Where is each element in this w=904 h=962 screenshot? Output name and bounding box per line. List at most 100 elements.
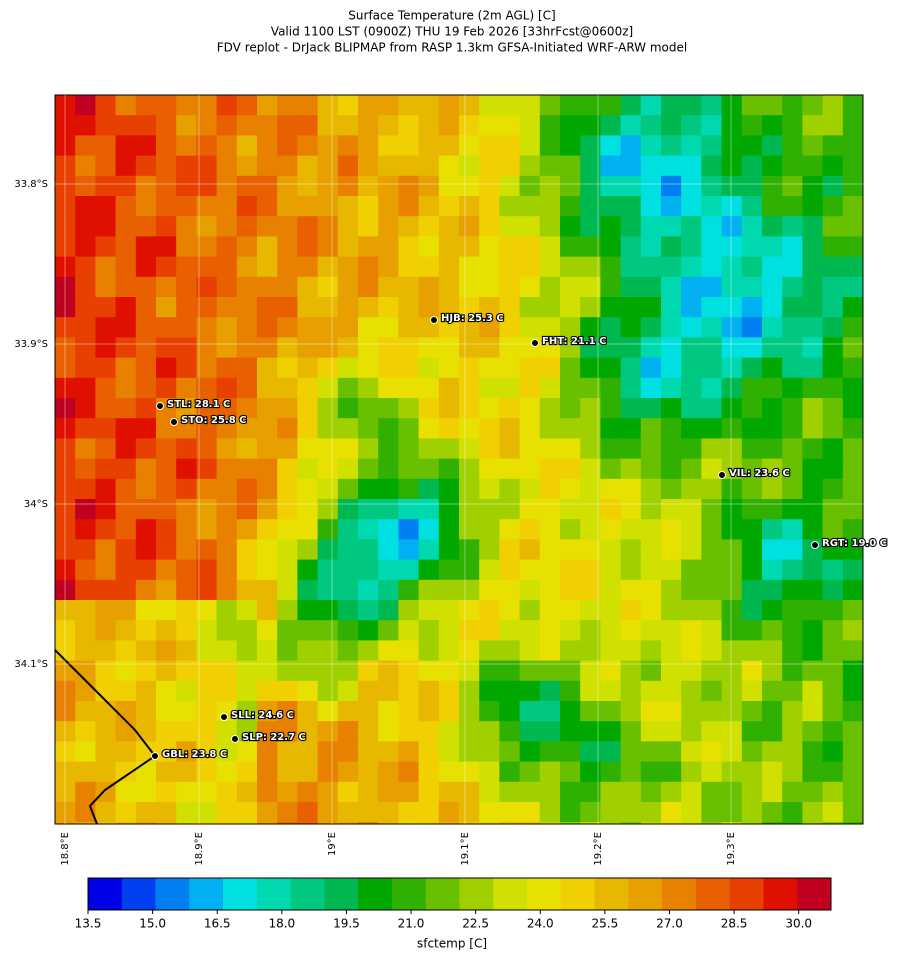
field-cell: [459, 640, 480, 662]
field-cell: [741, 155, 763, 177]
field-cell: [297, 721, 319, 742]
field-cell: [479, 256, 500, 278]
field-cell: [317, 499, 339, 520]
field-cell: [317, 822, 339, 824]
field-cell: [479, 761, 500, 783]
field-cell: [196, 660, 218, 682]
field-cell: [236, 236, 258, 258]
field-cell: [176, 175, 197, 197]
field-cell: [842, 216, 863, 237]
field-cell: [277, 337, 298, 359]
field-cell: [216, 600, 238, 621]
field-cell: [620, 519, 642, 540]
field-cell: [337, 559, 359, 581]
station-marker: [811, 541, 819, 549]
field-cell: [459, 701, 480, 722]
field-cell: [277, 539, 298, 561]
field-cell: [822, 135, 844, 157]
field-cell: [135, 398, 157, 419]
station-label: STL: 28.1 C: [167, 399, 230, 410]
field-cell: [661, 539, 682, 561]
field-cell: [196, 499, 218, 520]
field-cell: [519, 701, 541, 722]
field-cell: [216, 317, 238, 338]
field-cell: [418, 135, 440, 157]
field-cell: [257, 499, 278, 520]
field-cell: [216, 337, 238, 359]
field-cell: [822, 600, 844, 621]
field-cell: [640, 115, 662, 136]
field-cell: [236, 357, 258, 379]
field-cell: [741, 660, 763, 682]
field-cell: [661, 155, 682, 177]
field-cell: [741, 236, 763, 258]
field-cell: [135, 701, 157, 722]
field-cell: [640, 478, 662, 500]
field-cell: [721, 276, 743, 298]
field-cell: [438, 256, 460, 278]
field-cell: [337, 216, 359, 237]
field-cell: [196, 701, 218, 722]
field-cell: [661, 822, 682, 824]
field-cell: [95, 95, 117, 116]
field-cell: [802, 761, 824, 783]
field-cell: [802, 317, 824, 338]
field-cell: [762, 276, 783, 298]
station-label: STO: 25.8 C: [181, 415, 247, 426]
colorbar-swatch: [290, 878, 325, 910]
field-cell: [701, 276, 723, 298]
field-cell: [398, 357, 420, 379]
field-cell: [176, 579, 197, 601]
field-cell: [438, 499, 460, 520]
field-cell: [257, 458, 278, 480]
station-label: HJB: 25.3 C: [441, 313, 504, 324]
field-cell: [358, 115, 379, 136]
field-cell: [499, 297, 521, 318]
field-cell: [782, 398, 803, 419]
field-cell: [398, 317, 420, 338]
field-cell: [236, 721, 258, 742]
field-cell: [438, 640, 460, 662]
field-cell: [741, 620, 763, 641]
field-cell: [842, 155, 863, 177]
field-cell: [277, 660, 298, 682]
field-cell: [236, 438, 258, 460]
field-cell: [822, 579, 844, 601]
field-cell: [600, 398, 622, 419]
field-cell: [560, 438, 581, 460]
field-cell: [418, 478, 440, 500]
lon-label: 19°E: [327, 832, 338, 856]
station-marker: [156, 402, 164, 410]
field-cell: [75, 741, 96, 763]
field-cell: [115, 236, 137, 258]
field-cell: [337, 640, 359, 662]
field-cell: [257, 519, 278, 540]
field-cell: [438, 418, 460, 439]
field-cell: [277, 398, 298, 419]
field-cell: [75, 559, 96, 581]
field-cell: [277, 418, 298, 439]
colorbar-swatch: [425, 878, 460, 910]
field-cell: [782, 438, 803, 460]
field-cell: [418, 600, 440, 621]
field-cell: [721, 600, 743, 621]
station-label: VIL: 23.6 C: [729, 468, 790, 479]
field-cell: [459, 398, 480, 419]
field-cell: [297, 822, 319, 824]
field-cell: [156, 377, 177, 399]
field-cell: [499, 135, 521, 157]
field-cell: [741, 357, 763, 379]
field-cell: [640, 418, 662, 439]
field-cell: [782, 761, 803, 783]
field-cell: [822, 499, 844, 520]
field-cell: [539, 398, 561, 419]
field-cell: [176, 418, 197, 439]
field-cell: [156, 640, 177, 662]
field-cell: [499, 620, 521, 641]
field-cell: [297, 478, 319, 500]
field-cell: [762, 438, 783, 460]
field-cell: [741, 175, 763, 197]
field-cell: [560, 357, 581, 379]
field-cell: [701, 499, 723, 520]
field-cell: [499, 357, 521, 379]
